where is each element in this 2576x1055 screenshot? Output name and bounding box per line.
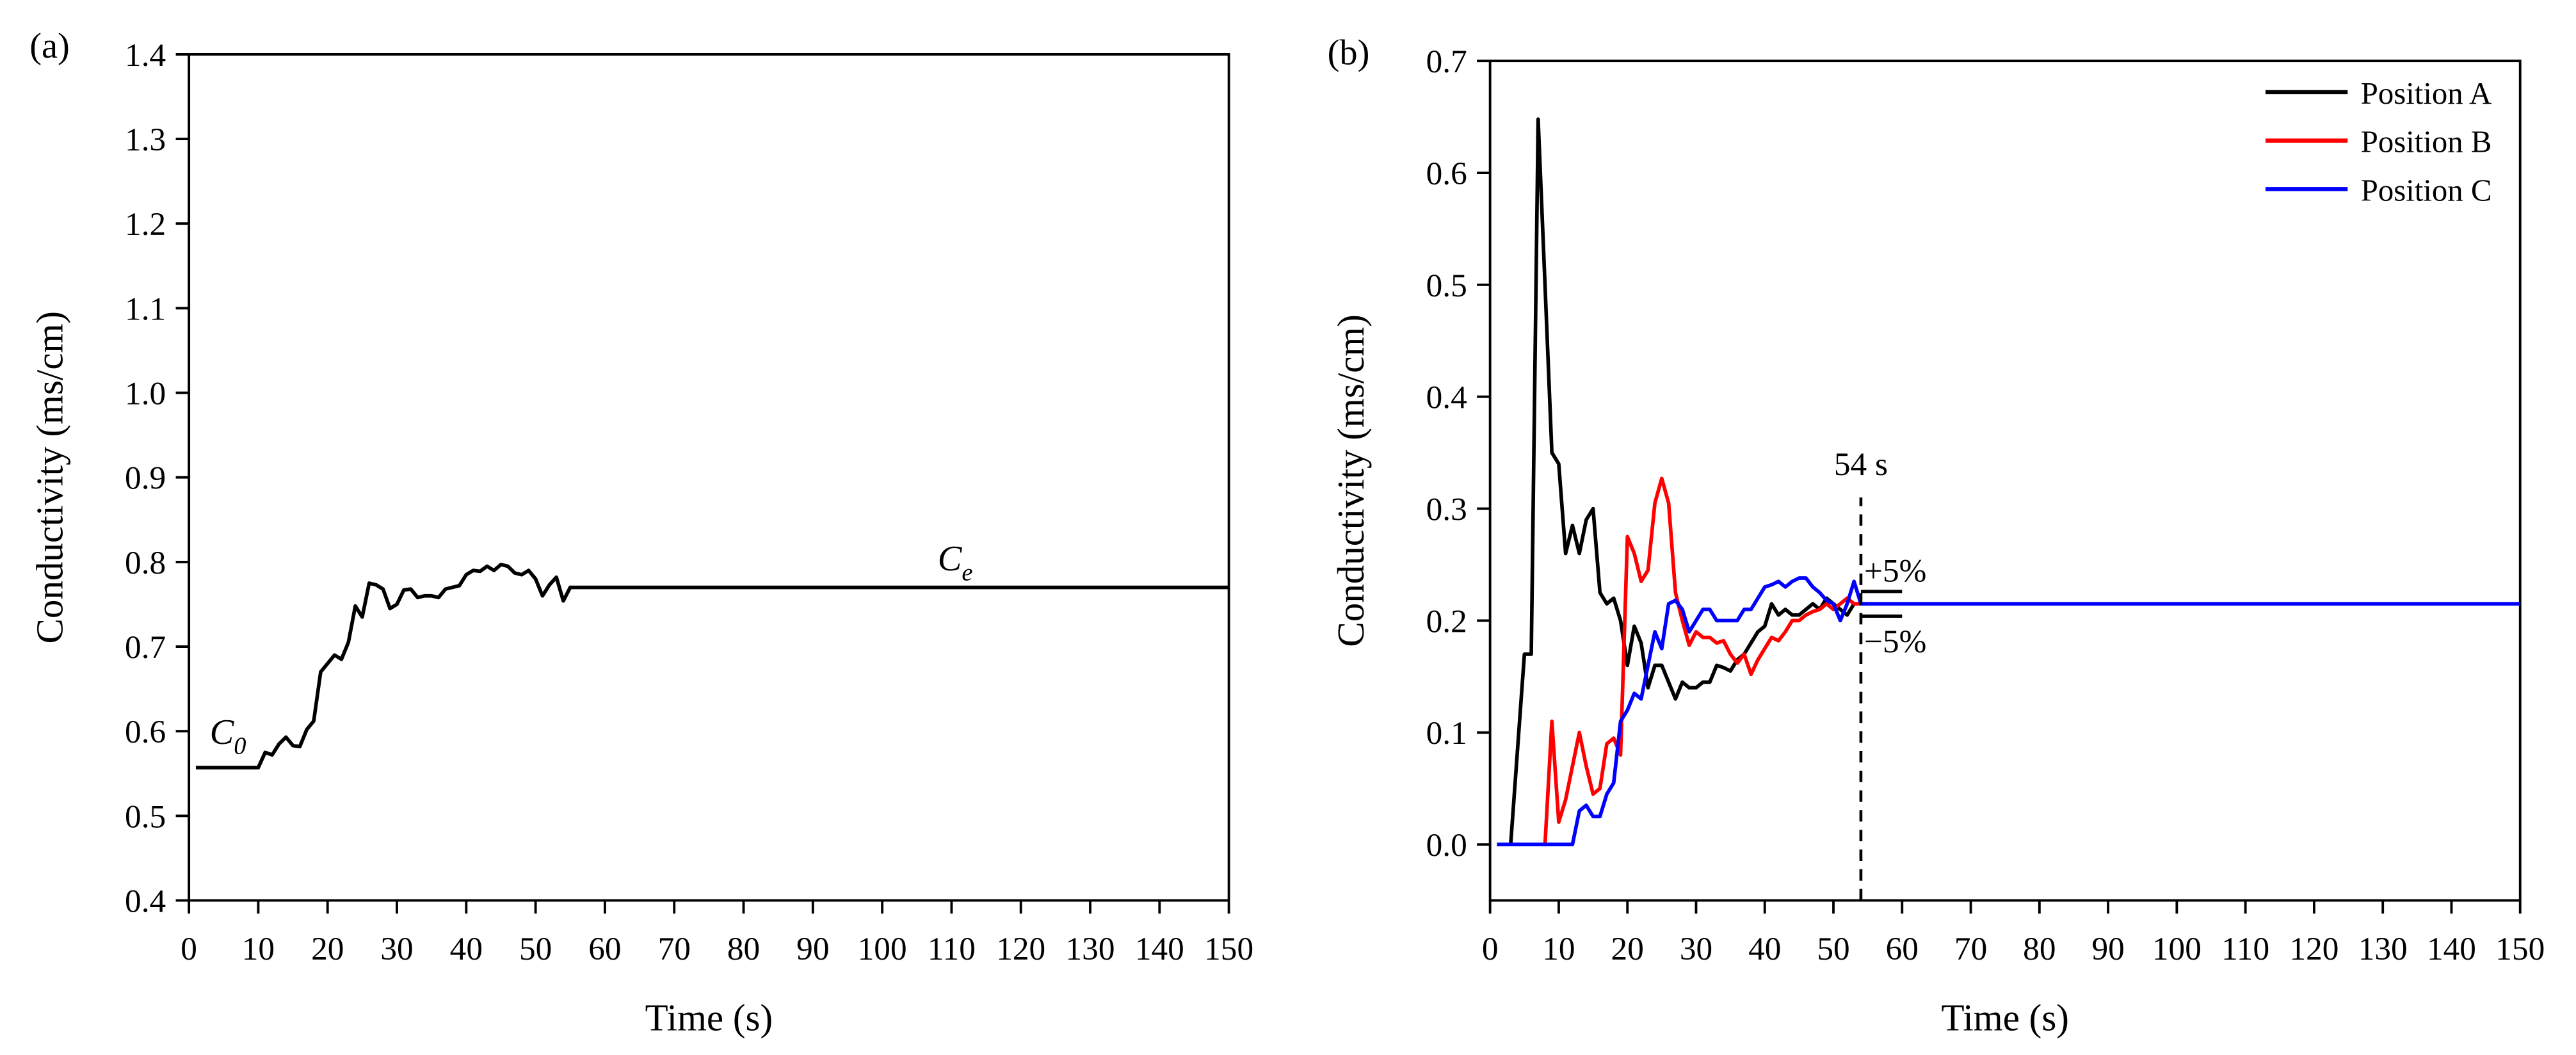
x-tick-label: 110 [928,931,976,967]
x-tick-label: 70 [658,931,691,967]
y-tick-label: 1.0 [125,376,166,412]
x-tick-label: 10 [242,931,275,967]
y-tick-label: 1.3 [125,122,166,158]
x-tick-label: 0 [181,931,197,967]
x-tick-label: 70 [1954,931,1987,967]
annotation: Ce [938,539,973,586]
x-tick-label: 40 [1748,931,1781,967]
x-tick-label: 130 [1066,931,1115,967]
x-tick-label: 120 [2289,931,2339,967]
annotation-text: 54 s [1834,446,1888,483]
y-tick-label: 0.4 [1426,380,1467,416]
x-tick-label: 50 [1817,931,1849,967]
x-tick-label: 90 [2091,931,2124,967]
legend-label: Position C [2361,173,2492,207]
y-axis-title: Conductivity (ms/cm) [29,311,71,644]
y-axis-title: Conductivity (ms/cm) [1330,314,1372,647]
x-tick-label: 50 [519,931,552,967]
x-tick-label: 30 [1680,931,1712,967]
panel: (b) Time (s) Conductivity (ms/cm) 0 10 20 30 40… [1328,33,2545,1038]
panel-label: (a) [29,26,70,66]
x-tick-label: 110 [2221,931,2269,967]
y-tick-label: 0.1 [1426,715,1467,752]
panel-label: (b) [1328,33,1370,72]
tolerance-label: +5% [1864,553,1926,590]
data-line [1497,576,2520,846]
y-tick-label: 1.4 [125,37,166,74]
legend-label: Position B [2361,125,2492,159]
data-line [195,563,1229,769]
x-axis-title: Time (s) [1941,996,2068,1038]
y-tick-label: 0.7 [1426,44,1467,80]
y-tick-label: 0.5 [125,798,166,835]
x-tick-label: 40 [450,931,483,967]
x-tick-label: 80 [2023,931,2056,967]
x-tick-label: 60 [1886,931,1919,967]
x-tick-label: 100 [2152,931,2202,967]
annotation: C0 [210,713,246,759]
legend-label: Position A [2361,76,2492,111]
x-tick-label: 130 [2358,931,2408,967]
plot-frame [1488,60,2522,902]
data-line [1543,476,1868,845]
y-tick-label: 0.5 [1426,268,1467,304]
x-tick-label: 150 [1204,931,1253,967]
y-tick-label: 0.4 [125,883,166,920]
x-axis-title: Time (s) [645,996,773,1038]
x-tick-label: 120 [996,931,1045,967]
y-tick-label: 0.6 [1426,156,1467,192]
annotation-text: C [938,539,963,579]
x-tick-label: 140 [1135,931,1184,967]
annotation-text: C [210,713,235,752]
x-tick-label: 0 [1482,931,1499,967]
annotation-subscript: e [962,560,972,586]
y-tick-label: 0.6 [125,714,166,750]
y-tick-label: 0.2 [1426,603,1467,640]
y-tick-label: 0.8 [125,545,166,581]
x-tick-label: 100 [858,931,907,967]
y-tick-label: 0.9 [125,460,166,497]
x-tick-label: 90 [796,931,829,967]
tolerance-label: −5% [1864,624,1926,660]
x-tick-label: 20 [1611,931,1644,967]
x-tick-label: 10 [1542,931,1575,967]
x-tick-label: 140 [2427,931,2476,967]
data-line [1509,117,1861,845]
x-tick-label: 20 [311,931,344,967]
x-tick-label: 30 [380,931,413,967]
y-tick-label: 0.0 [1426,827,1467,864]
y-tick-label: 1.2 [125,206,166,243]
x-tick-label: 80 [727,931,760,967]
panel: (a) Time (s) Conductivity (ms/cm) 0 10 20 30 40… [29,26,1254,1038]
plot-frame [188,52,1230,902]
y-tick-label: 1.1 [125,291,166,327]
x-tick-label: 150 [2495,931,2545,967]
x-tick-label: 60 [588,931,621,967]
y-tick-label: 0.3 [1426,492,1467,528]
y-tick-label: 0.7 [125,629,166,666]
annotation-subscript: 0 [234,732,246,759]
annotation: 54 s [1834,446,1888,483]
